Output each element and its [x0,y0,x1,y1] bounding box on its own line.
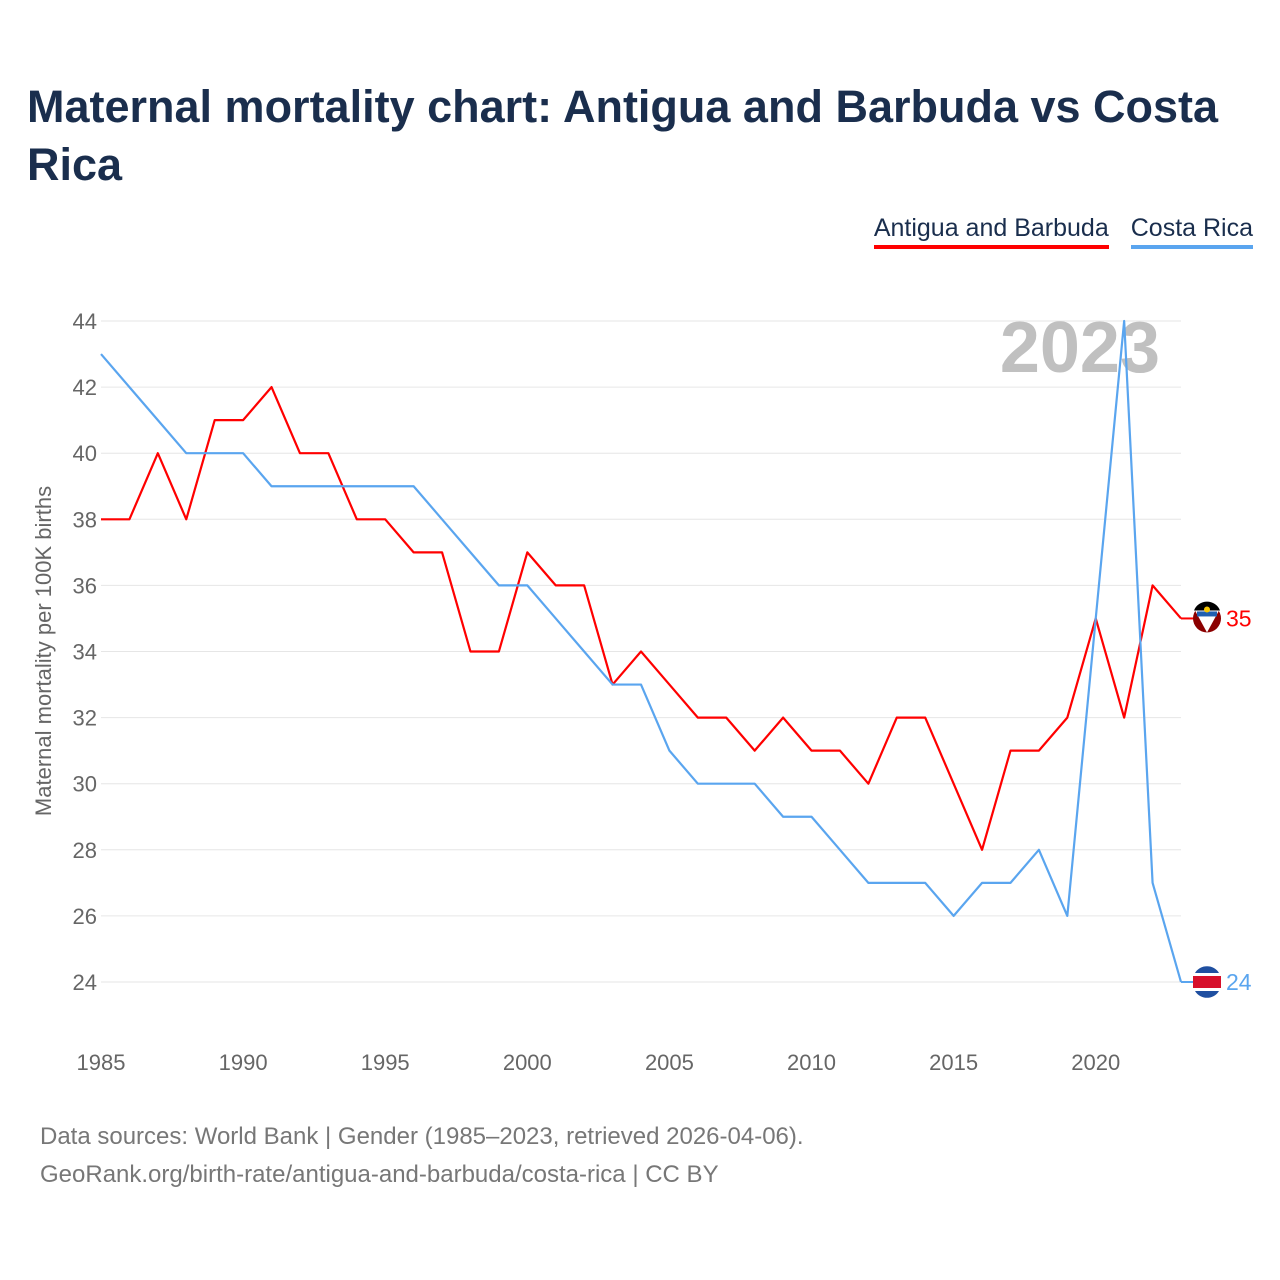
year-watermark: 2023 [1000,308,1160,388]
y-axis-label: Maternal mortality per 100K births [31,486,56,816]
end-value-label: 35 [1226,605,1252,631]
x-tick-label: 1995 [361,1050,410,1075]
chart-title: Maternal mortality chart: Antigua and Ba… [27,81,1219,190]
y-tick-label: 30 [73,772,97,797]
footer: Data sources: World Bank | Gender (1985–… [40,1118,804,1194]
y-tick-label: 26 [73,904,97,929]
x-tick-label: 1990 [219,1050,268,1075]
flag-stripe [1197,611,1217,617]
y-tick-label: 34 [73,640,97,665]
x-tick-label: 2000 [503,1050,552,1075]
series-line-antigua [101,386,1182,851]
x-tick-label: 2005 [645,1050,694,1075]
y-tick-label: 44 [73,309,97,334]
y-tick-label: 38 [73,507,97,532]
y-tick-label: 40 [73,441,97,466]
legend-item-antigua[interactable]: Antigua and Barbuda [873,214,1109,249]
y-tick-label: 32 [73,706,97,731]
y-tick-label: 28 [73,838,97,863]
x-tick-label: 2020 [1071,1050,1120,1075]
flag-stripe [1193,976,1221,988]
flag-top [1194,601,1220,611]
x-tick-label: 2015 [929,1050,978,1075]
legend: Antigua and Barbuda Costa Rica [873,214,1253,249]
series-line-costa-rica [100,319,1183,983]
data-source: Data sources: World Bank | Gender (1985–… [40,1123,804,1150]
y-tick-label: 36 [73,573,97,598]
y-tick-label: 42 [73,375,97,400]
legend-item-costa-rica[interactable]: Costa Rica [1130,214,1253,249]
flag-stripe [1195,966,1219,973]
sun-icon [1204,606,1210,613]
source-link[interactable]: GeoRank.org/birth-rate/antigua-and-barbu… [40,1161,719,1188]
end-value-label: 24 [1226,969,1252,995]
flag-stripe [1195,991,1219,998]
y-tick-label: 24 [73,970,97,995]
x-tick-label: 2010 [787,1050,836,1075]
x-tick-label: 1985 [77,1050,126,1075]
